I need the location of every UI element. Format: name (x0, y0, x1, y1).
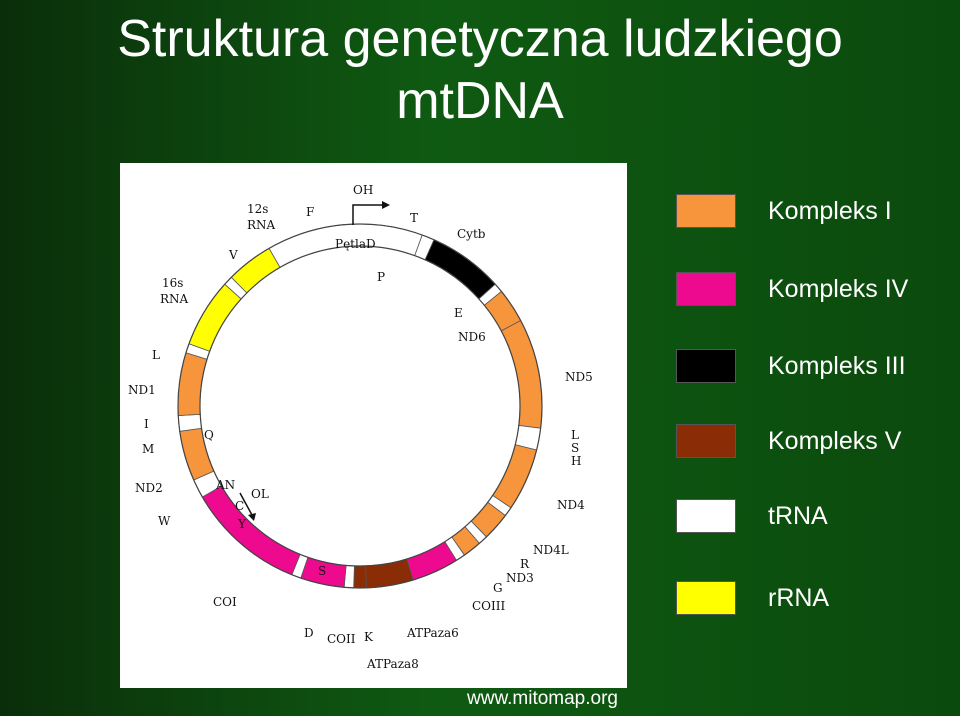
label-g: G (493, 581, 503, 595)
segment-cytb (424, 239, 496, 300)
label-i: I (144, 417, 149, 431)
label-nd1: ND1 (128, 383, 156, 397)
legend-label: Kompleks V (768, 427, 902, 455)
label-s-right: S (571, 441, 579, 455)
segment-atpaza8 (353, 565, 367, 589)
segment-16s-rrna (188, 283, 242, 352)
label-w: W (158, 514, 171, 528)
ring-outer-outline (177, 223, 543, 589)
label-coi: COI (213, 595, 237, 609)
oh-arrowhead-icon (382, 201, 390, 209)
legend-label: Kompleks III (768, 352, 906, 380)
label-16s: 16s (162, 276, 183, 290)
label-oh: OH (353, 183, 373, 197)
label-16s-rna: RNA (160, 292, 189, 306)
label-l-right: L (571, 428, 579, 442)
legend-label: Kompleks I (768, 197, 892, 225)
label-c: C (235, 499, 244, 513)
label-m: M (142, 442, 154, 456)
label-atpaza8: ATPaza8 (366, 657, 419, 671)
ol-arrowhead-icon (248, 513, 256, 521)
label-nd6: ND6 (458, 330, 486, 344)
label-l-left: L (152, 348, 160, 362)
ring-inner-outline (199, 245, 521, 567)
source-link[interactable]: www.mitomap.org (467, 688, 618, 709)
legend-swatch (676, 499, 736, 533)
label-an: AN (215, 478, 235, 492)
segment-nd4 (492, 444, 538, 509)
mtdna-ring-svg: OH PętlaD T Cytb P E ND6 ND5 L S H ND4 N… (128, 183, 593, 671)
label-r: R (520, 557, 530, 571)
label-cytb: Cytb (457, 227, 486, 241)
label-ol: OL (251, 487, 269, 501)
label-nd4l: ND4L (533, 543, 569, 557)
legend-label: Kompleks IV (768, 275, 909, 303)
label-12s: 12s (247, 202, 268, 216)
label-t: T (410, 211, 418, 225)
title-line-1: Struktura genetyczna ludzkiego (117, 10, 843, 68)
label-petlad: PętlaD (335, 237, 376, 251)
oh-arrow (352, 204, 382, 225)
label-nd4: ND4 (557, 498, 585, 512)
segment-nd1 (177, 352, 208, 416)
legend-swatch (676, 581, 736, 615)
label-y: Y (237, 517, 247, 531)
label-q: Q (204, 428, 214, 442)
label-nd2: ND2 (135, 481, 163, 495)
label-atpaza6: ATPaza6 (406, 626, 459, 640)
segment-trna-imq (177, 413, 203, 432)
label-nd5: ND5 (565, 370, 593, 384)
segment-nd5 (500, 320, 543, 429)
legend-label: tRNA (768, 502, 828, 530)
legend-swatch (676, 272, 736, 306)
legend-swatch (676, 349, 736, 383)
mtdna-diagram: OH PętlaD T Cytb P E ND6 ND5 L S H ND4 N… (120, 163, 627, 688)
label-k: K (364, 630, 374, 644)
label-s-bottom: S (318, 564, 326, 578)
page-title: Struktura genetyczna ludzkiego mtDNA (0, 8, 960, 132)
label-e: E (454, 306, 463, 320)
legend-label: rRNA (768, 584, 830, 612)
label-d: D (304, 626, 314, 640)
label-p: P (377, 270, 385, 284)
label-f: F (306, 205, 314, 219)
label-v: V (228, 248, 238, 262)
label-nd3: ND3 (506, 571, 534, 585)
label-12s-rna: RNA (247, 218, 276, 232)
label-coiii: COIII (472, 599, 506, 613)
label-coii: COII (327, 632, 356, 646)
title-line-2: mtDNA (396, 72, 564, 130)
legend-swatch (676, 424, 736, 458)
legend-swatch (676, 194, 736, 228)
label-h-right: H (571, 454, 581, 468)
gene-segments (177, 223, 543, 589)
ol-arrow (239, 492, 253, 516)
